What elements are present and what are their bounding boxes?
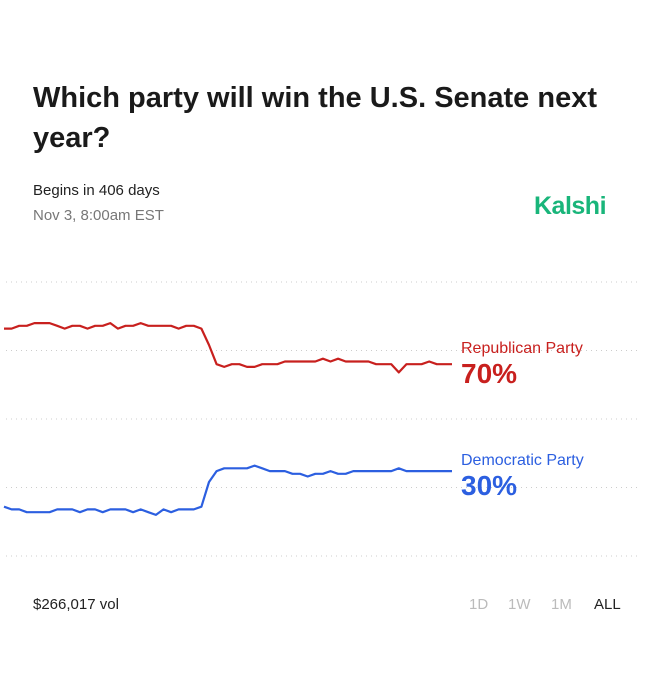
series-label-republican: Republican Party (461, 340, 583, 357)
republican-line (4, 322, 452, 374)
tab-1m[interactable]: 1M (551, 596, 572, 613)
begins-countdown: Begins in 406 days (33, 182, 160, 199)
tab-all[interactable]: ALL (594, 596, 621, 613)
democratic-line (3, 464, 452, 517)
series-value-democratic: 30% (461, 470, 518, 501)
close-date: Nov 3, 8:00am EST (33, 207, 164, 224)
tab-1w[interactable]: 1W (508, 596, 531, 613)
volume: $266,017 vol (33, 596, 119, 613)
market-title: Which party will win the U.S. Senate nex… (33, 82, 597, 154)
tab-1d[interactable]: 1D (469, 596, 489, 613)
series-label-democratic: Democratic Party (461, 452, 584, 469)
kalshi-logo: Kalshi (534, 192, 607, 220)
series-value-republican: 70% (461, 358, 518, 389)
